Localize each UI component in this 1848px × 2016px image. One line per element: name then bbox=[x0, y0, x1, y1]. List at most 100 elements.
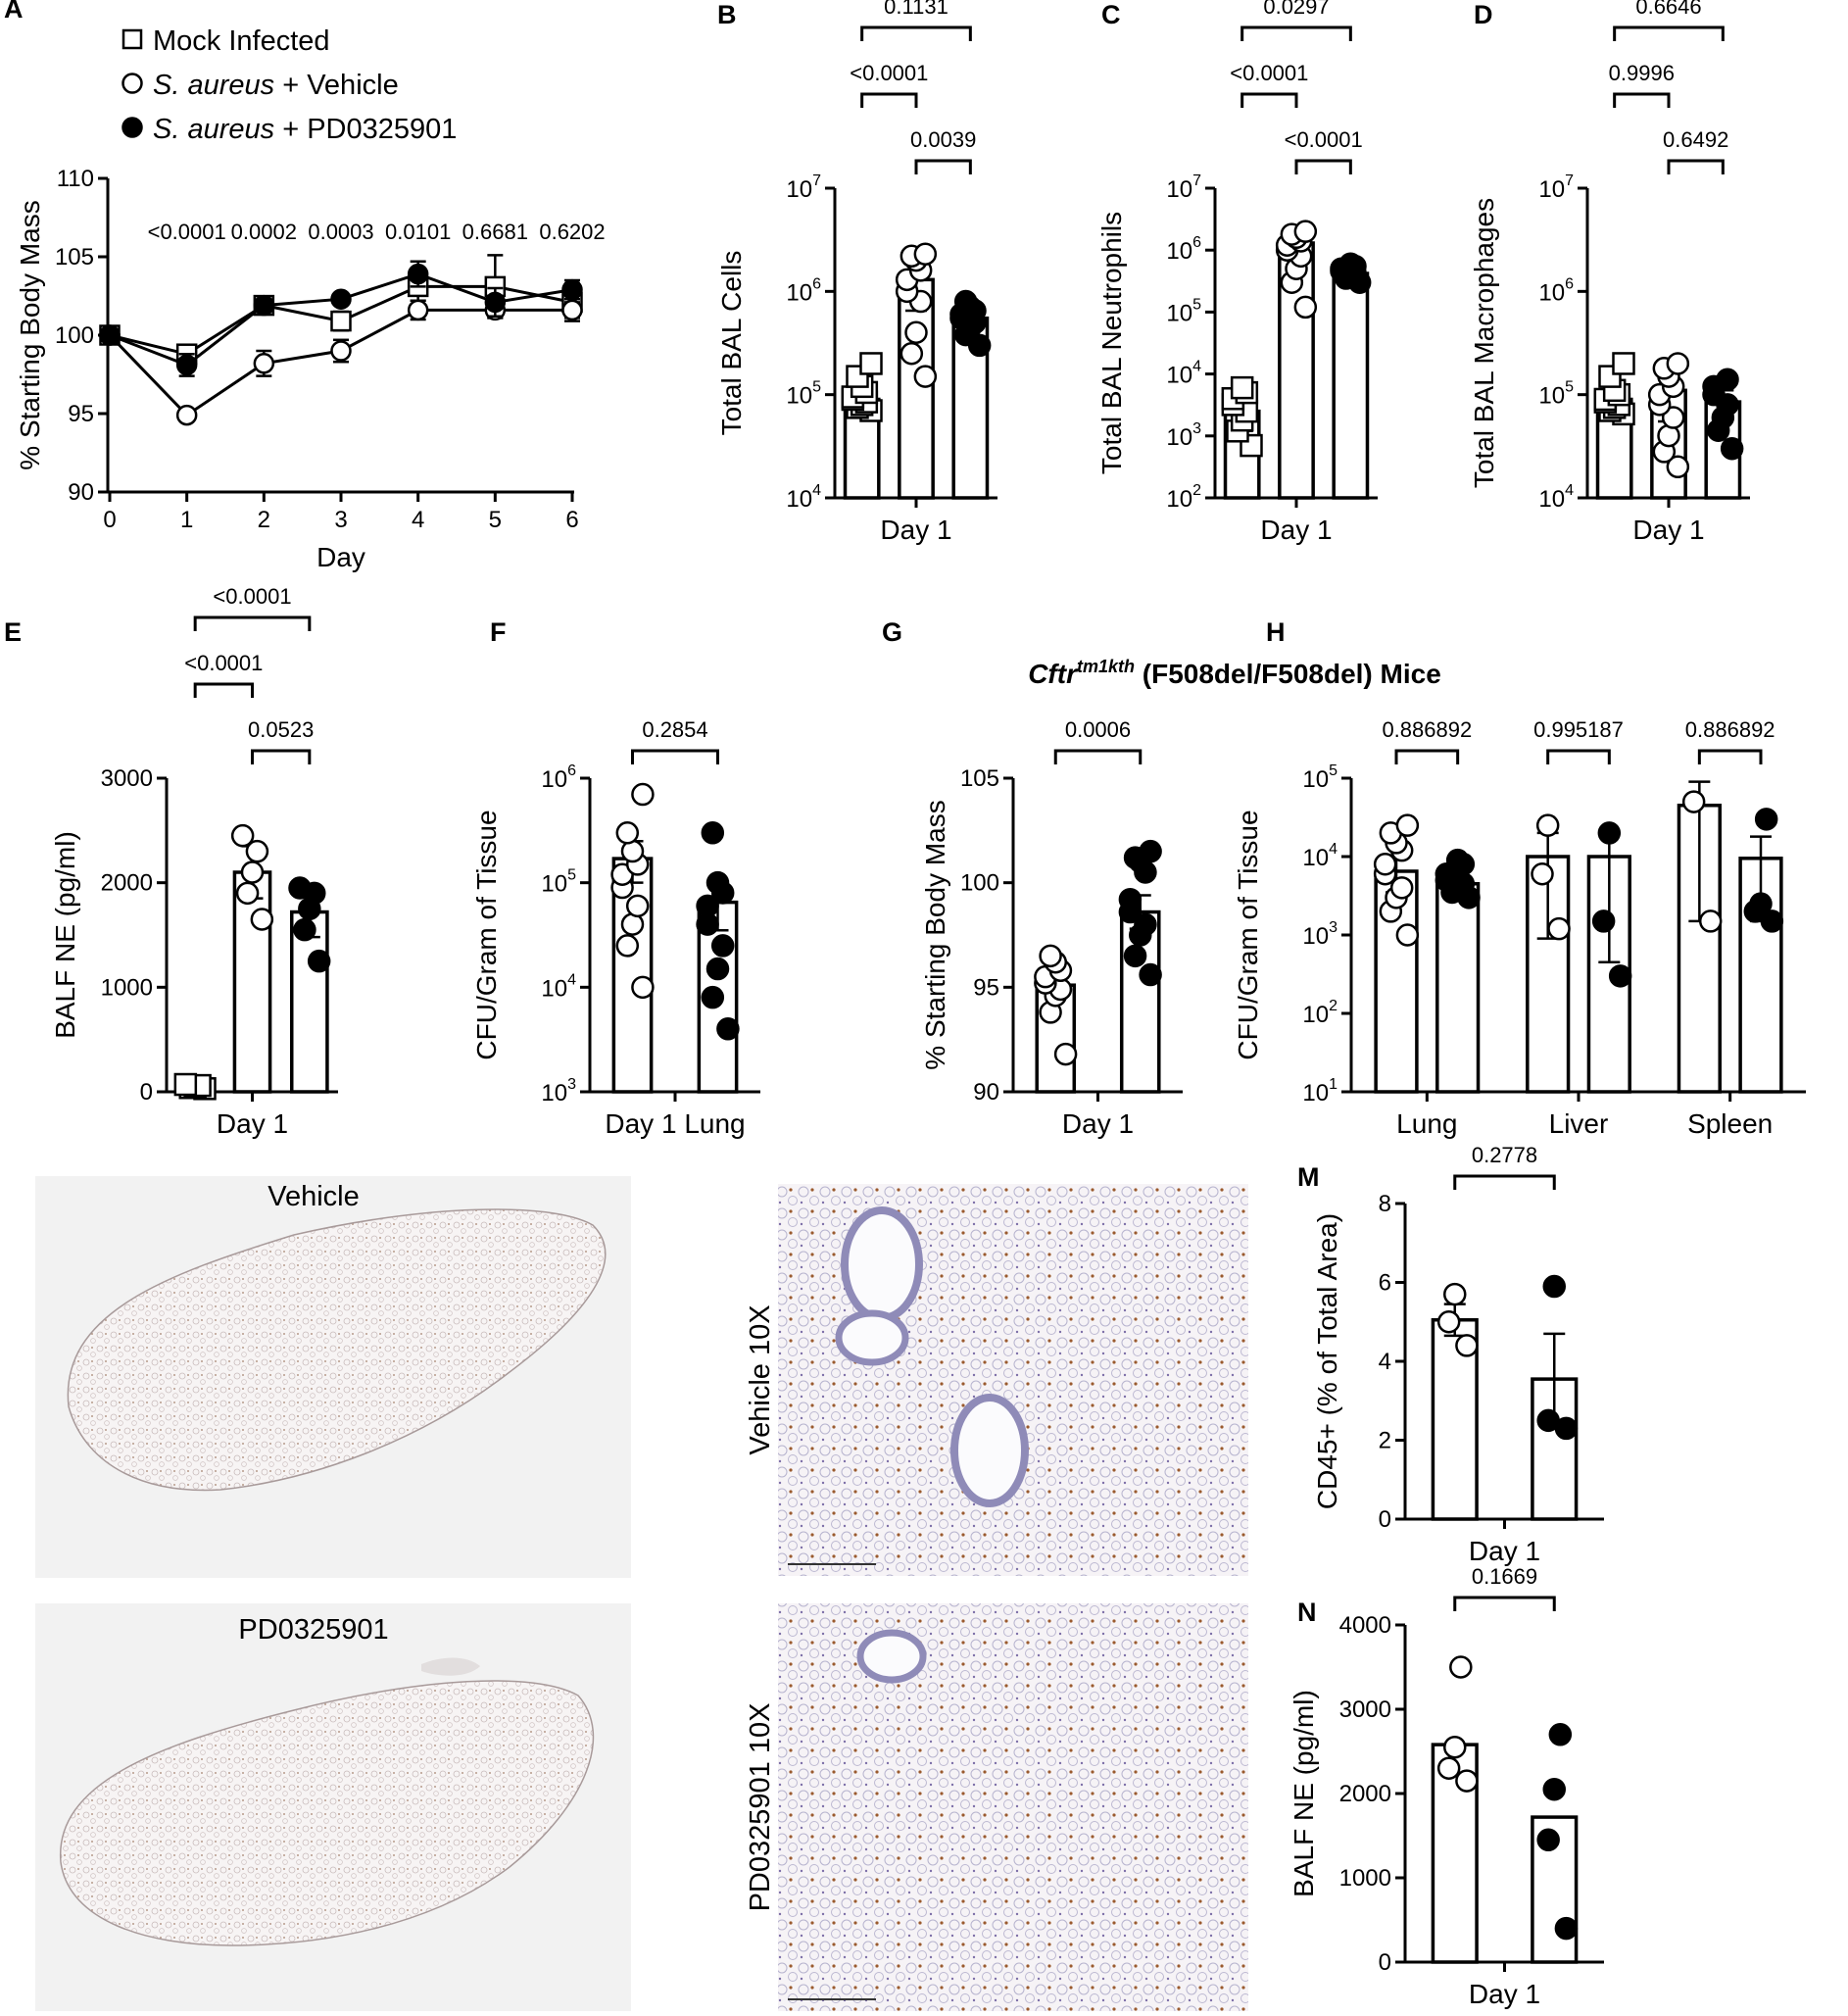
panel-letter-D: D bbox=[1474, 0, 1493, 29]
panel-letter-A: A bbox=[4, 0, 24, 24]
p-value-label: 0.0101 bbox=[385, 220, 451, 244]
data-point bbox=[99, 324, 121, 346]
y-tick-label: 105 bbox=[1538, 379, 1574, 410]
x-tick-label: 4 bbox=[412, 507, 424, 533]
x-tick-label: 2 bbox=[258, 507, 270, 533]
airway-3 bbox=[950, 1394, 1029, 1507]
p-value-label: 0.1131 bbox=[884, 0, 948, 19]
data-point bbox=[1542, 1274, 1566, 1299]
panel-letter-N: N bbox=[1297, 1598, 1317, 1627]
data-point bbox=[705, 957, 730, 981]
lung-section-pd0325901 bbox=[60, 1680, 595, 1946]
image-panel-K: PD0325901 bbox=[35, 1603, 631, 2011]
lung-section-vehicle bbox=[67, 1208, 607, 1492]
p-value-label: 0.6681 bbox=[462, 220, 528, 244]
legend-label-pd0325901: S. aureus + PD0325901 bbox=[153, 114, 457, 145]
data-point bbox=[953, 289, 978, 314]
y-tick-label: 2000 bbox=[1339, 1781, 1391, 1807]
x-axis-title: Day 1 bbox=[1062, 1108, 1134, 1139]
data-point bbox=[230, 823, 255, 848]
y-tick-label: 104 bbox=[1538, 482, 1574, 513]
bar bbox=[232, 870, 272, 1094]
data-point bbox=[1443, 1282, 1467, 1306]
bar bbox=[1435, 881, 1481, 1094]
data-point bbox=[904, 320, 928, 344]
rotated-label-vehicle-10x: Vehicle 10X bbox=[745, 1304, 776, 1454]
data-point bbox=[701, 821, 725, 845]
micrograph-pd0325901-10x bbox=[778, 1603, 1248, 2011]
panel-letter-F: F bbox=[490, 617, 507, 647]
data-point bbox=[631, 975, 655, 1000]
y-tick-label: 104 bbox=[1302, 841, 1337, 871]
data-point bbox=[1698, 910, 1723, 933]
data-point bbox=[407, 299, 429, 321]
significance-bracket bbox=[1613, 25, 1725, 41]
data-point bbox=[1389, 876, 1414, 900]
legend-item-vehicle: S. aureus + Vehicle bbox=[122, 70, 399, 101]
x-axis-title: Day 1 bbox=[217, 1108, 288, 1139]
data-point bbox=[1436, 1756, 1461, 1780]
significance-bracket bbox=[860, 25, 972, 41]
data-point bbox=[1134, 912, 1157, 937]
data-point bbox=[1139, 839, 1162, 863]
y-axis-title: BALF NE (pg/ml) bbox=[1289, 1690, 1319, 1897]
y-axis-title: Total BAL Neutrophils bbox=[1096, 212, 1127, 474]
data-point bbox=[1608, 964, 1632, 988]
legend-marker-circle-open bbox=[122, 73, 143, 94]
y-tick-label: 0 bbox=[1379, 1506, 1391, 1533]
data-point bbox=[175, 354, 198, 376]
y-tick-label: 90 bbox=[68, 479, 94, 506]
data-point bbox=[245, 839, 269, 863]
significance-bracket bbox=[251, 749, 312, 764]
data-point bbox=[250, 908, 274, 931]
data-point bbox=[288, 876, 312, 900]
significance-bracket bbox=[1053, 749, 1143, 764]
chart-A: A 90 95 100 105 110 % Starting Body Mass 0 1 2 3 4 5… bbox=[4, 0, 606, 572]
data-point bbox=[615, 821, 640, 845]
chart-N: N 0 1000 2000 3000 4000 BALF NE (pg/ml) Day 1 0.… bbox=[1289, 1564, 1604, 2009]
p-value-label: <0.0001 bbox=[1230, 61, 1308, 85]
bar bbox=[290, 910, 329, 1094]
data-point bbox=[561, 299, 583, 321]
x-axis-title: Day bbox=[316, 542, 365, 572]
legend-item-pd0325901: S. aureus + PD0325901 bbox=[122, 114, 457, 145]
p-value-label: <0.0001 bbox=[213, 584, 291, 609]
image-label-pd0325901: PD0325901 bbox=[238, 1614, 388, 1646]
y-tick-label: 101 bbox=[1302, 1076, 1337, 1106]
x-axis-title: Day 1 bbox=[880, 515, 951, 545]
p-value-label: 0.0003 bbox=[308, 220, 373, 244]
legend-item-mock: Mock Infected bbox=[122, 25, 330, 57]
y-tick-label: 105 bbox=[960, 765, 999, 792]
significance-bracket bbox=[193, 615, 312, 631]
y-tick-label: 105 bbox=[786, 379, 821, 410]
data-point bbox=[1754, 808, 1778, 831]
p-value-label: <0.0001 bbox=[184, 651, 263, 675]
data-point bbox=[1547, 916, 1571, 941]
significance-bracket bbox=[1453, 1596, 1556, 1611]
y-tick-label: 1000 bbox=[101, 974, 153, 1001]
p-value-label: 0.6646 bbox=[1635, 0, 1701, 19]
data-point bbox=[1536, 1828, 1560, 1852]
data-point bbox=[1531, 861, 1554, 886]
data-point bbox=[631, 782, 655, 807]
charts: A 90 95 100 105 110 % Starting Body Mass 0 1 2 3 4 5… bbox=[4, 0, 1806, 2009]
data-point bbox=[1535, 813, 1560, 837]
y-tick-label: 107 bbox=[1538, 172, 1574, 203]
data-point bbox=[1395, 813, 1420, 837]
data-point bbox=[710, 934, 735, 958]
y-tick-label: 4 bbox=[1379, 1349, 1391, 1375]
data-point bbox=[1039, 944, 1062, 968]
p-value-label: 0.886892 bbox=[1685, 717, 1775, 742]
y-tick-label: 103 bbox=[541, 1076, 576, 1106]
significance-bracket bbox=[1546, 749, 1611, 764]
bar bbox=[1431, 1743, 1479, 1964]
p-value-label: 0.2854 bbox=[642, 717, 707, 742]
significance-bracket bbox=[1453, 1174, 1556, 1190]
data-point bbox=[1449, 1655, 1473, 1679]
panel-h-title: Cftrtm1kth (F508del/F508del) Mice bbox=[1028, 657, 1441, 689]
significance-bracket bbox=[1667, 159, 1725, 174]
y-tick-label: 104 bbox=[541, 971, 576, 1002]
data-point bbox=[1591, 910, 1616, 933]
